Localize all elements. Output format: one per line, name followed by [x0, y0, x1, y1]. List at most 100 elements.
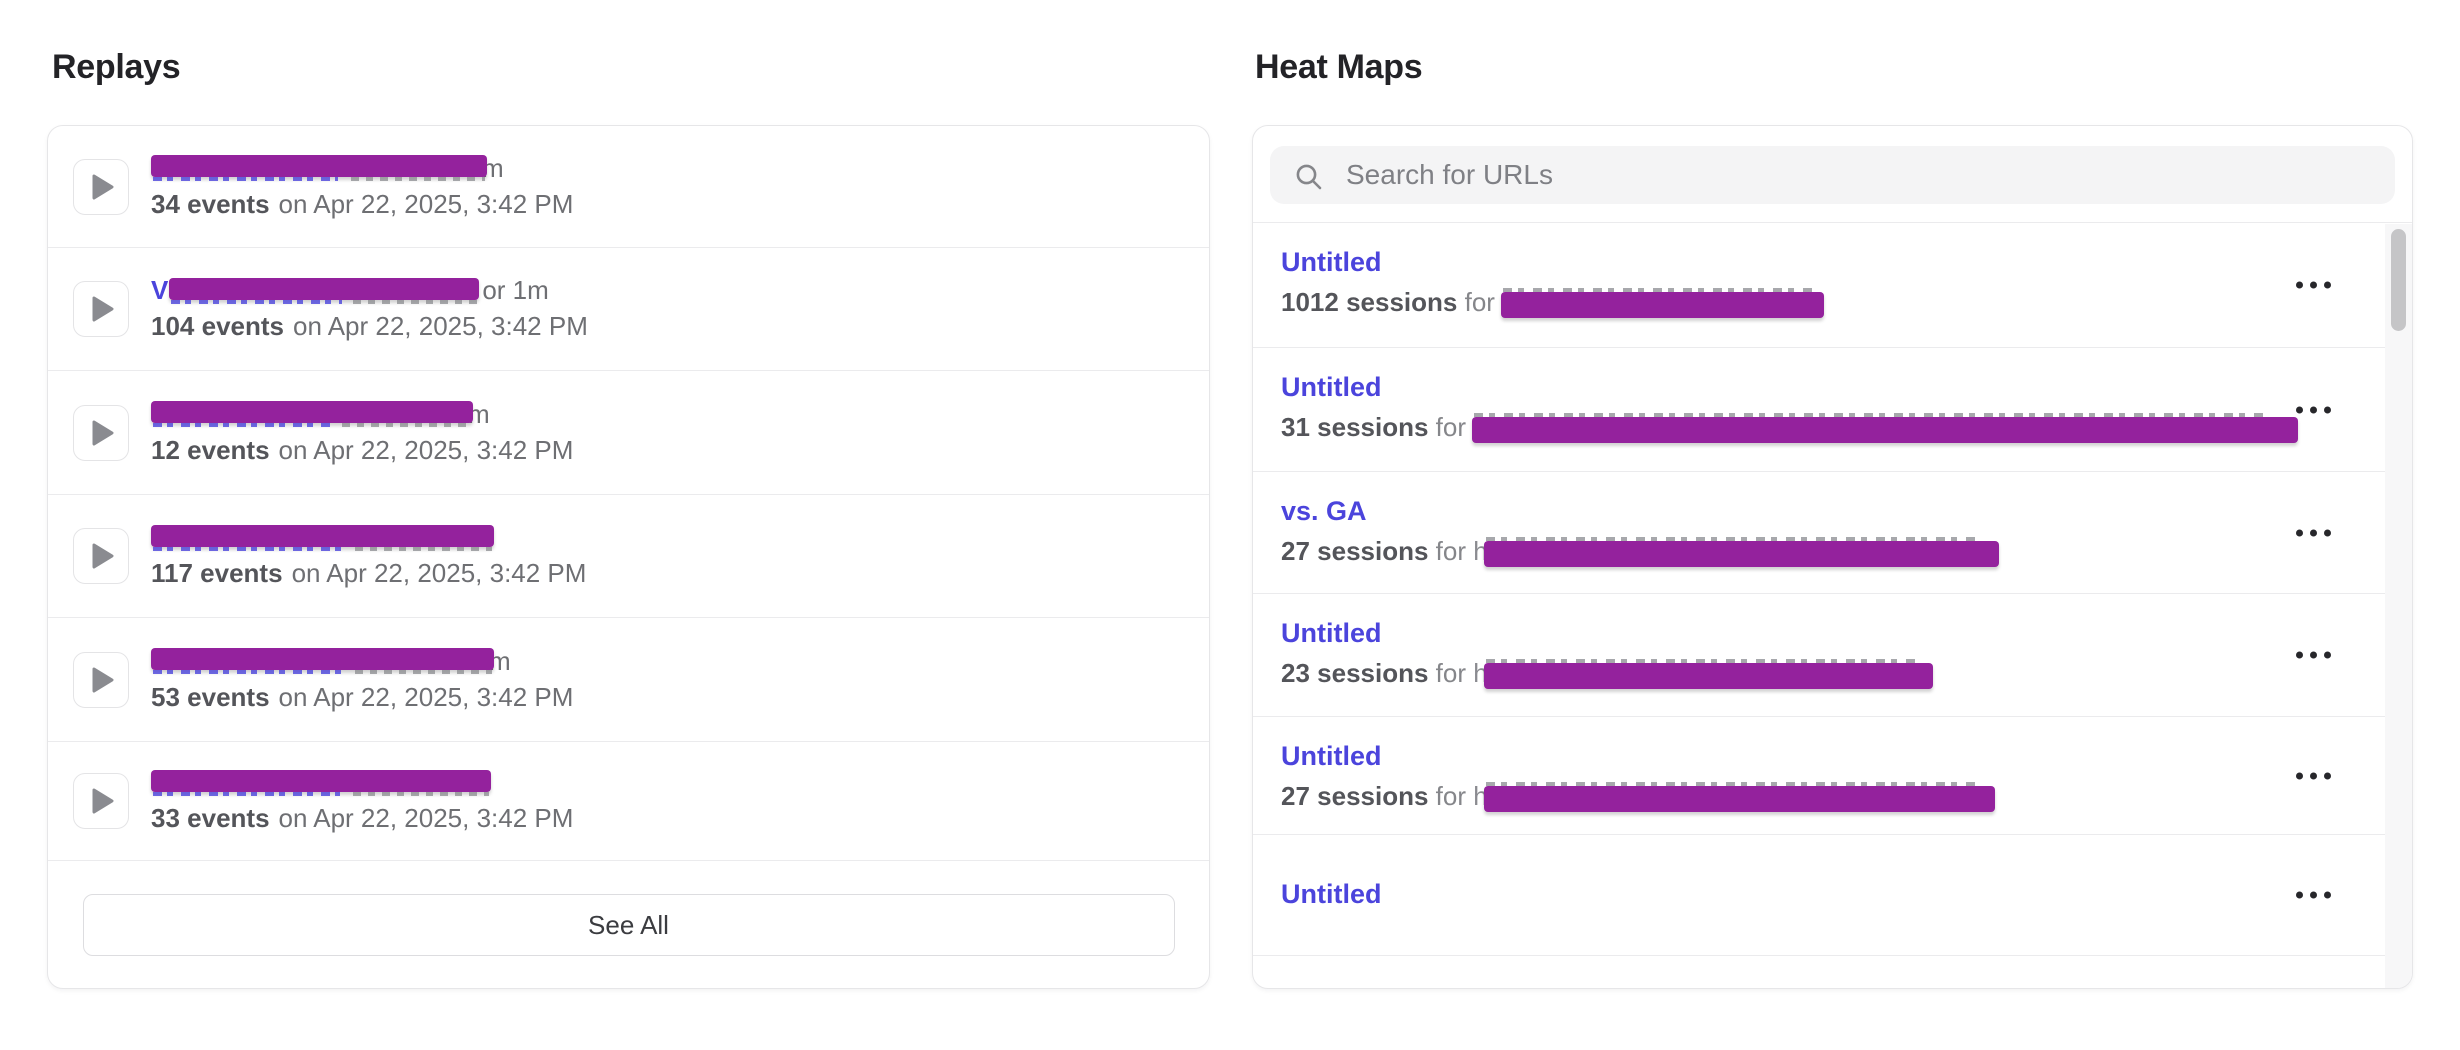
play-icon	[92, 296, 114, 322]
play-button[interactable]	[73, 404, 129, 461]
event-count: 104 events	[151, 311, 284, 341]
replay-visitor-line	[151, 768, 573, 798]
heatmap-list-item-clipped[interactable]: Untitled	[1253, 956, 2385, 988]
replay-list-item[interactable]: 117 events on Apr 22, 2025, 3:42 PM	[48, 495, 1209, 618]
redaction-bar	[151, 155, 487, 181]
replay-visitor-line	[151, 523, 586, 553]
event-count: 12 events	[151, 434, 270, 465]
heatmap-list-item[interactable]: Untitled 31 sessions for	[1253, 348, 2385, 472]
for-label: for	[1435, 411, 1467, 442]
search-field[interactable]	[1270, 146, 2395, 204]
search-icon	[1296, 164, 1322, 190]
play-icon	[92, 788, 114, 814]
visit-duration-fragment: m	[482, 152, 504, 183]
replay-list-item[interactable]: V or 1m 104 events on Apr 22, 2025, 3:42…	[48, 248, 1209, 371]
play-button[interactable]	[73, 158, 129, 215]
row-menu-button[interactable]	[2296, 772, 2331, 779]
redaction-bar	[151, 648, 494, 674]
heatmap-list-item[interactable]: Untitled 23 sessions for h	[1253, 594, 2385, 717]
search-input[interactable]	[1346, 146, 2376, 204]
replay-meta-line: 12 events on Apr 22, 2025, 3:42 PM	[151, 434, 573, 466]
replay-meta-line: 53 events on Apr 22, 2025, 3:42 PM	[151, 681, 573, 713]
heatmap-list-item[interactable]: Untitled	[1253, 835, 2385, 956]
redaction-bar	[151, 769, 491, 796]
replays-footer: See All	[48, 861, 1209, 988]
for-label: for	[1435, 657, 1467, 688]
session-count: 23 sessions	[1281, 657, 1429, 688]
replay-list-item[interactable]: 33 events on Apr 22, 2025, 3:42 PM	[48, 742, 1209, 861]
replay-list-item[interactable]: m 12 events on Apr 22, 2025, 3:42 PM	[48, 371, 1209, 495]
play-button[interactable]	[73, 651, 129, 708]
row-menu-button[interactable]	[2296, 406, 2331, 413]
row-menu-button[interactable]	[2296, 651, 2331, 659]
play-button[interactable]	[73, 528, 129, 584]
play-icon	[92, 174, 114, 199]
replay-list-item[interactable]: m 34 events on Apr 22, 2025, 3:42 PM	[48, 126, 1209, 248]
play-icon	[92, 543, 114, 569]
heatmap-title-link[interactable]: Untitled	[1281, 741, 1382, 771]
see-all-button[interactable]: See All	[82, 894, 1175, 956]
scrollbar-track[interactable]	[2385, 224, 2412, 988]
heatmap-sessions-line: 27 sessions for h	[1281, 779, 2385, 813]
session-count: 27 sessions	[1281, 535, 1429, 566]
replay-date: on Apr 22, 2025, 3:42 PM	[292, 311, 588, 341]
replay-meta-line: 34 events on Apr 22, 2025, 3:42 PM	[151, 188, 573, 220]
heatmap-sessions-line: 27 sessions for h	[1281, 534, 2385, 568]
redaction-bar	[151, 401, 473, 427]
scrollbar-thumb[interactable]	[2391, 229, 2406, 331]
heatmap-title-link[interactable]: vs. GA	[1281, 496, 1367, 526]
replay-date: on Apr 22, 2025, 3:42 PM	[278, 434, 574, 465]
for-label: for	[1435, 535, 1467, 566]
replay-list-item[interactable]: m 53 events on Apr 22, 2025, 3:42 PM	[48, 618, 1209, 742]
redaction-bar	[1500, 288, 1824, 318]
heatmap-sessions-line: 31 sessions for	[1281, 410, 2385, 444]
replay-meta-line: 33 events on Apr 22, 2025, 3:42 PM	[151, 803, 573, 835]
redaction-bar	[1483, 659, 1933, 689]
heatmap-list-item[interactable]: vs. GA 27 sessions for h	[1253, 472, 2385, 594]
for-label: for	[1464, 286, 1495, 317]
replays-heading: Replays	[52, 48, 181, 86]
replay-visitor-line: m	[151, 646, 573, 676]
heatmaps-search-area	[1253, 126, 2412, 223]
replay-date: on Apr 22, 2025, 3:42 PM	[291, 558, 587, 588]
redaction-bar	[151, 524, 494, 551]
heatmaps-card: Untitled 1012 sessions for Untitled 31 s…	[1252, 125, 2413, 989]
play-icon	[92, 667, 114, 692]
replay-visitor-line: m	[151, 399, 573, 429]
play-button[interactable]	[73, 281, 129, 337]
heatmap-list-item[interactable]: Untitled 27 sessions for h	[1253, 717, 2385, 835]
session-count: 27 sessions	[1281, 780, 1429, 811]
replay-date: on Apr 22, 2025, 3:42 PM	[278, 188, 574, 219]
heatmap-title-link[interactable]: Untitled	[1281, 247, 1382, 277]
visitor-name-fragment: V	[151, 275, 169, 305]
heatmap-title-link[interactable]: Untitled	[1281, 879, 1382, 909]
replay-date: on Apr 22, 2025, 3:42 PM	[278, 681, 574, 712]
visit-duration-fragment: m	[468, 398, 490, 429]
visit-duration-fragment: or 1m	[482, 275, 549, 305]
heatmap-list-item[interactable]: Untitled 1012 sessions for	[1253, 223, 2385, 348]
replay-meta-line: 117 events on Apr 22, 2025, 3:42 PM	[151, 558, 586, 590]
row-menu-button[interactable]	[2296, 281, 2331, 289]
event-count: 53 events	[151, 681, 270, 712]
heatmap-sessions-line: 1012 sessions for	[1281, 285, 2385, 319]
row-menu-button[interactable]	[2296, 529, 2331, 536]
heatmap-title-link[interactable]: Untitled	[1281, 372, 1382, 402]
session-count: 1012 sessions	[1281, 286, 1458, 317]
heatmaps-heading: Heat Maps	[1255, 48, 1423, 86]
replays-card: m 34 events on Apr 22, 2025, 3:42 PM V o…	[47, 125, 1210, 989]
redaction-bar	[1483, 537, 1999, 567]
heatmap-sessions-line: 23 sessions for h	[1281, 656, 2385, 690]
play-button[interactable]	[73, 773, 129, 829]
heatmap-list: Untitled 1012 sessions for Untitled 31 s…	[1253, 223, 2385, 988]
event-count: 117 events	[151, 558, 283, 588]
redaction-bar	[1472, 413, 2299, 443]
row-menu-button[interactable]	[2296, 891, 2331, 899]
heatmap-title-link[interactable]: Untitled	[1281, 618, 1382, 648]
replay-visitor-line: m	[151, 153, 573, 183]
redaction-bar	[169, 277, 480, 304]
session-count: 31 sessions	[1281, 411, 1429, 442]
event-count: 33 events	[151, 803, 270, 833]
heatmap-title-link[interactable]: Untitled	[1281, 987, 2385, 988]
event-count: 34 events	[151, 188, 270, 219]
replay-meta-line: 104 events on Apr 22, 2025, 3:42 PM	[151, 311, 588, 343]
